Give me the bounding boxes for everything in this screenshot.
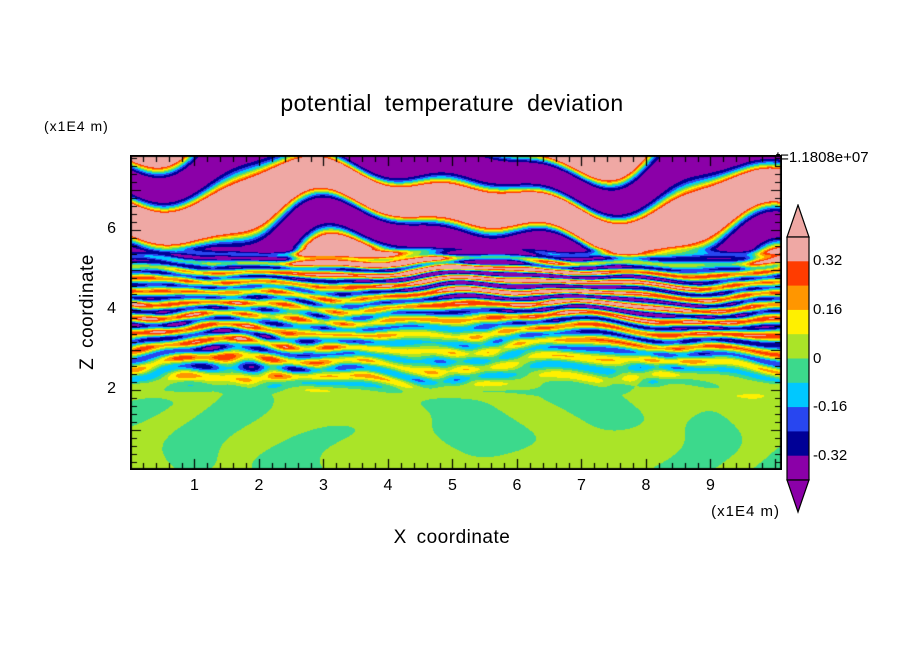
colorbar-tick-label: 0.32 xyxy=(813,252,843,270)
x-tick-label: 5 xyxy=(447,477,457,494)
x-tick-label: 6 xyxy=(512,477,522,494)
colorbar-tick-label: -0.16 xyxy=(813,398,848,416)
y-tick-label: 6 xyxy=(107,220,116,238)
contour-canvas xyxy=(130,155,782,470)
x-tick-label: 1 xyxy=(190,477,199,494)
x-axis-unit: (x1E4 m) xyxy=(711,503,780,520)
y-tick-label: 4 xyxy=(107,300,116,318)
x-axis-label: X coordinate xyxy=(393,527,511,548)
x-tick-label: 9 xyxy=(705,477,715,494)
x-tick-label: 4 xyxy=(383,477,393,494)
page-title: potential temperature deviation xyxy=(280,90,624,116)
y-axis-unit: (x1E4 m) xyxy=(44,118,109,134)
colorbar-svg xyxy=(786,204,810,514)
y-tick-label: 2 xyxy=(107,380,116,398)
colorbar-tick-label: 0.16 xyxy=(813,300,843,318)
x-tick-label: 8 xyxy=(641,477,651,494)
colorbar-tick-label: 0 xyxy=(813,349,822,367)
x-tick-label: 2 xyxy=(254,477,264,494)
timestamp-label: t=1.1808e+07 xyxy=(776,149,869,166)
x-tick-label: 3 xyxy=(319,477,328,494)
x-tick-label: 7 xyxy=(576,477,586,494)
colorbar-tick-label: -0.32 xyxy=(813,446,848,464)
